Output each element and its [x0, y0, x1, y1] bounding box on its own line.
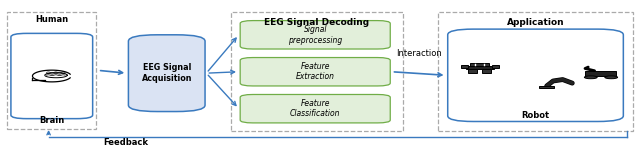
- Bar: [230, 12, 403, 131]
- Text: Application: Application: [507, 18, 564, 27]
- Text: EEG Signal Decoding: EEG Signal Decoding: [264, 18, 369, 27]
- FancyBboxPatch shape: [129, 35, 205, 112]
- FancyBboxPatch shape: [240, 94, 390, 123]
- Bar: [466, 66, 493, 69]
- Circle shape: [605, 76, 618, 79]
- Text: Human: Human: [35, 15, 68, 24]
- FancyBboxPatch shape: [11, 33, 93, 119]
- Text: Feedback: Feedback: [103, 138, 148, 147]
- Bar: [468, 69, 477, 73]
- Text: Signal
preprocessing: Signal preprocessing: [288, 25, 342, 45]
- FancyBboxPatch shape: [240, 21, 390, 49]
- Text: Feature
Extraction: Feature Extraction: [296, 62, 335, 81]
- Bar: [438, 12, 633, 131]
- FancyBboxPatch shape: [448, 29, 623, 122]
- Bar: [461, 65, 468, 68]
- Bar: [539, 86, 554, 88]
- Text: Feature
Classification: Feature Classification: [290, 99, 340, 118]
- Text: EEG Signal
Acquisition: EEG Signal Acquisition: [141, 63, 192, 83]
- Bar: [7, 12, 97, 129]
- Bar: [585, 71, 616, 76]
- Circle shape: [584, 76, 597, 79]
- Text: Brain: Brain: [39, 116, 65, 125]
- Bar: [492, 65, 499, 68]
- Text: Interaction: Interaction: [396, 49, 442, 58]
- FancyBboxPatch shape: [240, 58, 390, 86]
- Bar: [470, 63, 490, 66]
- Text: Robot: Robot: [522, 111, 550, 120]
- Bar: [483, 69, 491, 73]
